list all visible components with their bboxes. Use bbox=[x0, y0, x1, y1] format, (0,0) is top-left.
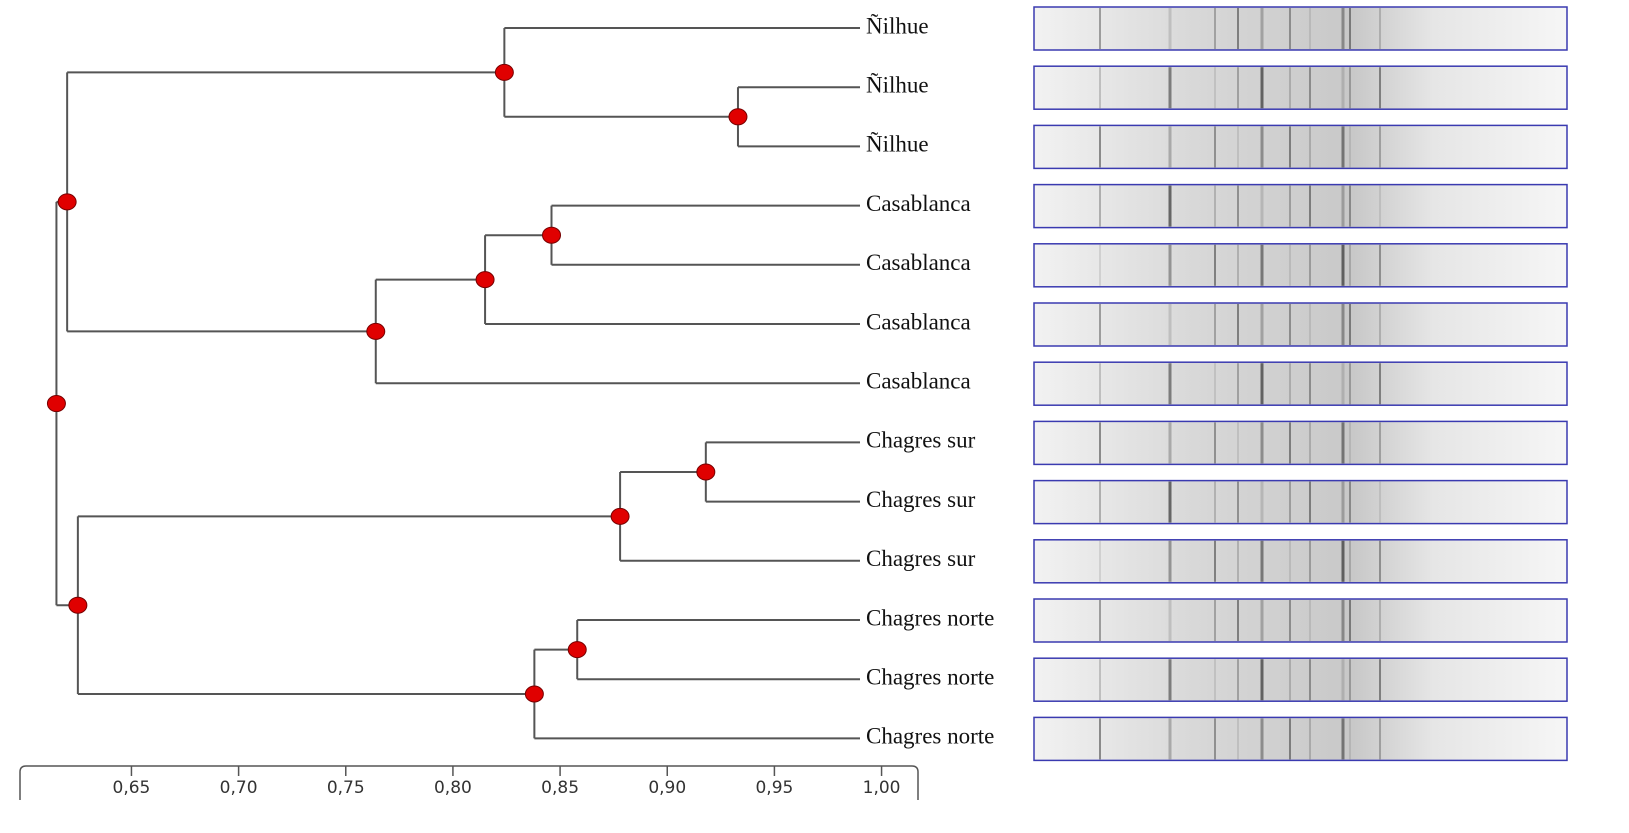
node-marker bbox=[494, 63, 514, 81]
gel-lane bbox=[1033, 361, 1568, 406]
leaf-label: Chagres norte bbox=[866, 724, 994, 749]
leaf-label: Ñilhue bbox=[866, 13, 929, 38]
gel-lane bbox=[1033, 479, 1568, 525]
gel-background bbox=[1033, 361, 1568, 406]
gel-lane bbox=[1033, 243, 1568, 288]
x-tick-label: 0,75 bbox=[327, 778, 365, 798]
node-marker bbox=[610, 507, 630, 525]
node-marker bbox=[567, 641, 587, 659]
gel-background bbox=[1033, 479, 1568, 525]
leaf-label: Casablanca bbox=[866, 368, 971, 393]
gel-background bbox=[1033, 243, 1568, 288]
gel-lane bbox=[1033, 6, 1568, 51]
node-marker bbox=[542, 226, 562, 244]
leaf-label: Casablanca bbox=[866, 250, 971, 275]
gel-lane bbox=[1033, 302, 1568, 347]
leaf-label: Casablanca bbox=[866, 191, 971, 216]
gel-background bbox=[1033, 598, 1568, 643]
leaf-label: Chagres sur bbox=[866, 546, 976, 571]
node-marker bbox=[46, 395, 66, 413]
leaf-label: Chagres sur bbox=[866, 428, 976, 453]
leaf-label: Chagres sur bbox=[866, 487, 976, 512]
node-marker bbox=[696, 463, 716, 481]
gel-lanes bbox=[1033, 6, 1568, 762]
leaf-label: Chagres norte bbox=[866, 664, 994, 689]
x-tick-label: 1,00 bbox=[863, 778, 901, 798]
gel-background bbox=[1033, 657, 1568, 702]
x-axis: 0,65 0,70 0,75 0,80 0,85 0,90 0,95 1,00 bbox=[19, 765, 919, 800]
node-marker bbox=[475, 271, 495, 289]
gel-lane bbox=[1033, 598, 1568, 643]
gel-lane bbox=[1033, 539, 1568, 584]
gel-lane bbox=[1033, 657, 1568, 702]
gel-background bbox=[1033, 420, 1568, 466]
gel-background bbox=[1033, 6, 1568, 51]
leaf-label: Chagres norte bbox=[866, 605, 994, 630]
gel-lane bbox=[1033, 183, 1568, 229]
tree: Ñilhue Ñilhue Ñilhue Casablanca Casablanca Ca… bbox=[46, 13, 994, 749]
x-tick-label: 0,85 bbox=[541, 778, 579, 798]
x-tick-label: 0,65 bbox=[113, 778, 151, 798]
gel-background bbox=[1033, 539, 1568, 584]
node-marker bbox=[68, 596, 88, 614]
gel-lane bbox=[1033, 124, 1568, 170]
gel-background bbox=[1033, 124, 1568, 170]
x-tick-label: 0,70 bbox=[220, 778, 258, 798]
gel-background bbox=[1033, 716, 1568, 762]
x-tick-label: 0,95 bbox=[755, 778, 793, 798]
x-tick-label: 0,80 bbox=[434, 778, 472, 798]
gel-background bbox=[1033, 183, 1568, 229]
node-marker bbox=[728, 108, 748, 126]
leaf-label: Ñilhue bbox=[866, 132, 929, 157]
node-marker bbox=[57, 193, 77, 211]
gel-background bbox=[1033, 65, 1568, 110]
gel-background bbox=[1033, 302, 1568, 347]
node-marker bbox=[366, 322, 386, 340]
axis-frame bbox=[19, 765, 919, 800]
node-marker bbox=[524, 685, 544, 703]
leaf-label: Casablanca bbox=[866, 309, 971, 334]
gel-lane bbox=[1033, 420, 1568, 466]
gel-lane bbox=[1033, 65, 1568, 110]
x-tick-label: 0,90 bbox=[648, 778, 686, 798]
leaf-label: Ñilhue bbox=[866, 72, 929, 97]
gel-lane bbox=[1033, 716, 1568, 762]
